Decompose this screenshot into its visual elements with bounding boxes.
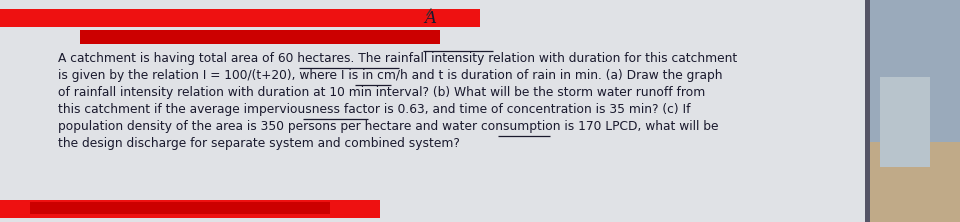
Bar xyxy=(880,77,930,167)
Bar xyxy=(865,0,871,222)
Bar xyxy=(30,202,330,214)
Text: the design discharge for separate system and combined system?: the design discharge for separate system… xyxy=(58,137,460,150)
Text: A: A xyxy=(424,10,436,27)
Bar xyxy=(0,9,480,27)
Bar xyxy=(80,30,440,44)
Text: of rainfall intensity relation with duration at 10 min interval? (b) What will b: of rainfall intensity relation with dura… xyxy=(58,86,706,99)
Bar xyxy=(0,200,380,218)
Text: this catchment if the average imperviousness factor is 0.63, and time of concent: this catchment if the average impervious… xyxy=(58,103,690,116)
Text: is given by the relation I = 100/(t+20), where I is in cm/h and t is duration of: is given by the relation I = 100/(t+20),… xyxy=(58,69,723,82)
Bar xyxy=(870,142,960,222)
Text: population density of the area is 350 persons per hectare and water consumption : population density of the area is 350 pe… xyxy=(58,120,718,133)
Bar xyxy=(870,0,960,142)
Text: A catchment is having total area of 60 hectares. The rainfall intensity relation: A catchment is having total area of 60 h… xyxy=(58,52,737,65)
